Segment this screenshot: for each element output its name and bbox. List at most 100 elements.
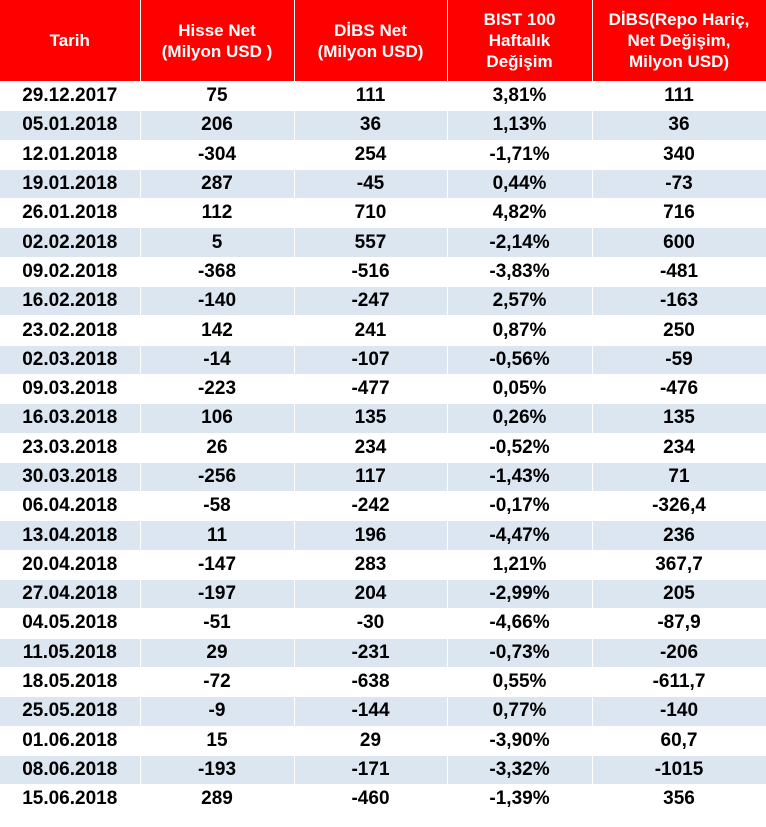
- header-bist100-weekly-change: BIST 100 Haftalık Değişim: [447, 0, 593, 82]
- header-date: Tarih: [0, 0, 141, 82]
- cell-bond-net: -638: [294, 667, 448, 698]
- cell-equity-net: -9: [140, 696, 295, 727]
- cell-equity-net: -368: [140, 257, 295, 288]
- cell-bond-net-change: 60,7: [592, 726, 766, 756]
- cell-bond-net-change: 600: [592, 227, 766, 258]
- cell-date: 16.02.2018: [0, 286, 141, 317]
- cell-bond-net-change: 367,7: [592, 550, 766, 581]
- cell-date: 16.03.2018: [0, 403, 141, 434]
- cell-date: 02.02.2018: [0, 227, 141, 258]
- cell-equity-net: -147: [140, 550, 295, 581]
- cell-equity-net: 106: [140, 403, 295, 434]
- table-row: 30.03.2018 -256 117 -1,43% 71: [0, 462, 766, 493]
- cell-bond-net: -171: [294, 755, 448, 786]
- cell-bond-net-change: 356: [592, 784, 766, 815]
- cell-bist100-change: -3,90%: [447, 726, 593, 756]
- table-row: 05.01.2018 206 36 1,13% 36: [0, 110, 766, 141]
- cell-date: 11.05.2018: [0, 638, 141, 668]
- cell-date: 13.04.2018: [0, 520, 141, 551]
- cell-date: 27.04.2018: [0, 579, 141, 610]
- cell-bond-net-change: 205: [592, 579, 766, 610]
- cell-bond-net-change: 111: [592, 81, 766, 112]
- cell-bond-net: -231: [294, 638, 448, 668]
- cell-bist100-change: 4,82%: [447, 198, 593, 229]
- cell-date: 23.02.2018: [0, 315, 141, 346]
- cell-equity-net: 75: [140, 81, 295, 112]
- cell-bond-net-change: 340: [592, 140, 766, 170]
- cell-equity-net: 29: [140, 638, 295, 668]
- cell-bond-net: 234: [294, 433, 448, 463]
- cell-equity-net: 15: [140, 726, 295, 756]
- cell-bond-net: 29: [294, 726, 448, 756]
- cell-bond-net: 111: [294, 81, 448, 112]
- cell-bist100-change: -1,71%: [447, 140, 593, 170]
- cell-bist100-change: -2,99%: [447, 579, 593, 610]
- table-row: 20.04.2018 -147 283 1,21% 367,7: [0, 550, 766, 581]
- table-row: 19.01.2018 287 -45 0,44% -73: [0, 169, 766, 200]
- cell-bist100-change: 0,26%: [447, 403, 593, 434]
- cell-equity-net: 287: [140, 169, 295, 200]
- cell-bist100-change: -1,39%: [447, 784, 593, 815]
- cell-bond-net-change: -140: [592, 696, 766, 727]
- cell-date: 04.05.2018: [0, 608, 141, 639]
- cell-bist100-change: 0,55%: [447, 667, 593, 698]
- cell-date: 23.03.2018: [0, 433, 141, 463]
- header-bond-net-change-ex-repo: DİBS(Repo Hariç, Net Değişim, Milyon USD…: [592, 0, 766, 82]
- table-row: 25.05.2018 -9 -144 0,77% -140: [0, 696, 766, 727]
- cell-date: 09.03.2018: [0, 374, 141, 405]
- cell-bond-net: 710: [294, 198, 448, 229]
- cell-equity-net: -304: [140, 140, 295, 170]
- cell-bist100-change: 0,44%: [447, 169, 593, 200]
- cell-bist100-change: 0,05%: [447, 374, 593, 405]
- cell-bond-net-change: 135: [592, 403, 766, 434]
- cell-date: 25.05.2018: [0, 696, 141, 727]
- table-row: 02.02.2018 5 557 -2,14% 600: [0, 227, 766, 258]
- table-row: 29.12.2017 75 111 3,81% 111: [0, 81, 766, 112]
- cell-bond-net-change: -476: [592, 374, 766, 405]
- cell-equity-net: -193: [140, 755, 295, 786]
- cell-equity-net: 112: [140, 198, 295, 229]
- cell-equity-net: 26: [140, 433, 295, 463]
- cell-equity-net: 289: [140, 784, 295, 815]
- cell-date: 26.01.2018: [0, 198, 141, 229]
- table-row: 12.01.2018 -304 254 -1,71% 340: [0, 140, 766, 170]
- cell-bist100-change: -4,66%: [447, 608, 593, 639]
- cell-equity-net: -72: [140, 667, 295, 698]
- cell-bist100-change: -3,83%: [447, 257, 593, 288]
- cell-bond-net-change: -73: [592, 169, 766, 200]
- table-row: 09.02.2018 -368 -516 -3,83% -481: [0, 257, 766, 288]
- cell-bond-net: -144: [294, 696, 448, 727]
- cell-bist100-change: 1,13%: [447, 110, 593, 141]
- cell-date: 18.05.2018: [0, 667, 141, 698]
- cell-date: 29.12.2017: [0, 81, 141, 112]
- cell-bond-net: -516: [294, 257, 448, 288]
- cell-bond-net: -30: [294, 608, 448, 639]
- cell-bond-net-change: -59: [592, 345, 766, 375]
- cell-date: 01.06.2018: [0, 726, 141, 756]
- cell-bist100-change: -0,73%: [447, 638, 593, 668]
- table-row: 27.04.2018 -197 204 -2,99% 205: [0, 579, 766, 610]
- cell-equity-net: 206: [140, 110, 295, 141]
- table-header: Tarih Hisse Net (Milyon USD ) DİBS Net (…: [0, 0, 766, 82]
- cell-bond-net-change: 71: [592, 462, 766, 493]
- cell-bond-net: 241: [294, 315, 448, 346]
- cell-bist100-change: -1,43%: [447, 462, 593, 493]
- cell-equity-net: 11: [140, 520, 295, 551]
- cell-bond-net: -460: [294, 784, 448, 815]
- table-body: 29.12.2017 75 111 3,81% 111 05.01.2018 206 36 1,…: [0, 81, 766, 815]
- cell-date: 15.06.2018: [0, 784, 141, 815]
- cell-equity-net: 142: [140, 315, 295, 346]
- cell-date: 19.01.2018: [0, 169, 141, 200]
- cell-bist100-change: 3,81%: [447, 81, 593, 112]
- cell-equity-net: -51: [140, 608, 295, 639]
- cell-date: 09.02.2018: [0, 257, 141, 288]
- cell-bist100-change: -4,47%: [447, 520, 593, 551]
- cell-bond-net: 135: [294, 403, 448, 434]
- cell-bond-net: 36: [294, 110, 448, 141]
- table-row: 02.03.2018 -14 -107 -0,56% -59: [0, 345, 766, 375]
- cell-bond-net-change: 250: [592, 315, 766, 346]
- cell-bond-net: -45: [294, 169, 448, 200]
- cell-bist100-change: -0,56%: [447, 345, 593, 375]
- cell-bond-net-change: -87,9: [592, 608, 766, 639]
